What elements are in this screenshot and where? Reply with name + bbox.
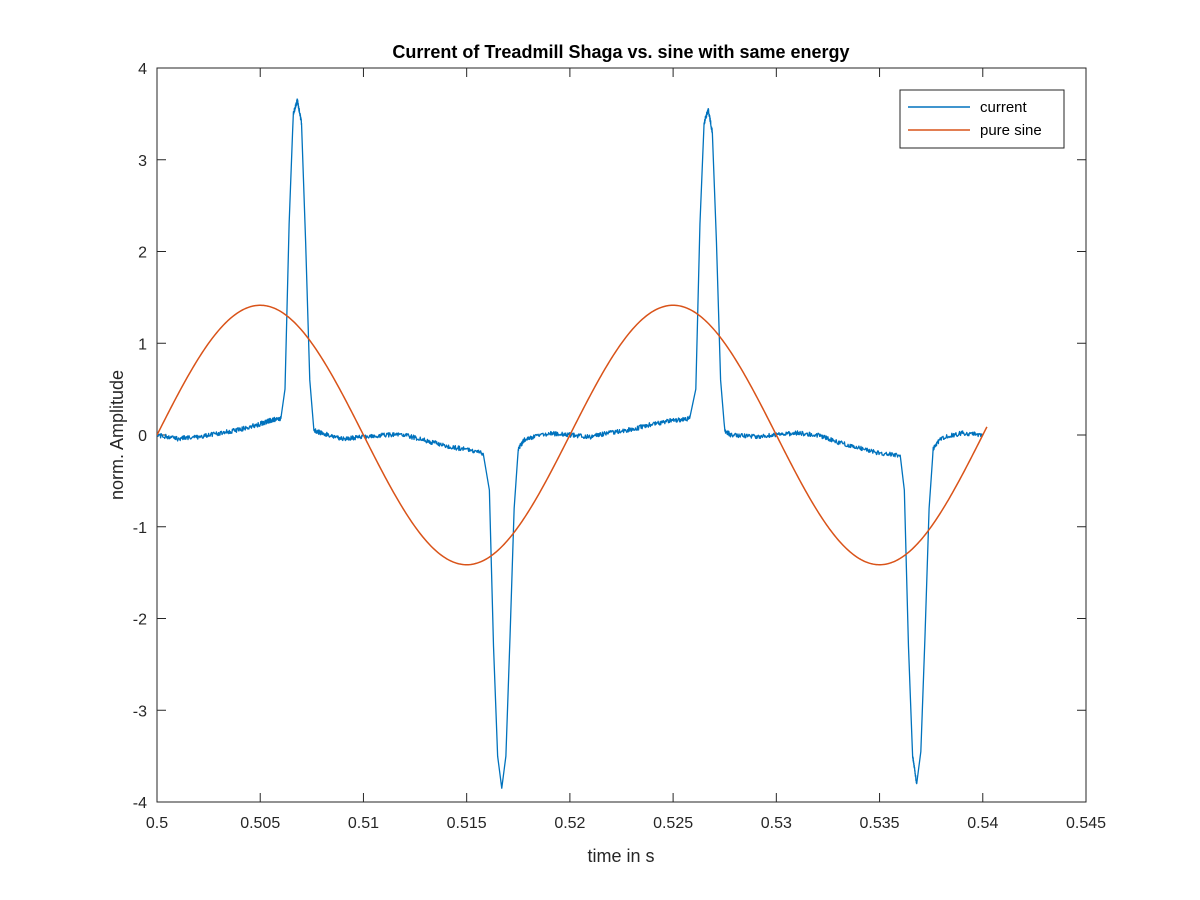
y-tick-label: 0: [138, 428, 147, 445]
y-tick-label: -2: [133, 612, 147, 629]
x-tick-label: 0.535: [860, 815, 900, 832]
x-tick-label: 0.545: [1066, 815, 1106, 832]
x-axis-label: time in s: [587, 846, 654, 866]
legend-label-pure-sine: pure sine: [980, 122, 1042, 139]
x-tick-label: 0.54: [967, 815, 998, 832]
y-tick-label: 4: [138, 61, 147, 78]
legend: current pure sine: [899, 89, 1065, 149]
y-tick-label: -4: [133, 795, 147, 812]
x-tick-label: 0.52: [554, 815, 585, 832]
x-tick-label: 0.5: [146, 815, 168, 832]
legend-label-current: current: [980, 99, 1028, 116]
series-line-pure-sine: [157, 304, 988, 566]
y-tick-label: 1: [138, 336, 147, 353]
x-ticks: 0.5 0.505 0.51 0.515 0.52 0.525 0.53 0.535 0.54 0…: [146, 68, 1106, 832]
chart-title: Current of Treadmill Shaga vs. sine with…: [392, 42, 849, 62]
axes-box: [156, 67, 1087, 803]
y-tick-label: 3: [138, 153, 147, 170]
y-ticks: -4 -3 -2 -1 0 1 2 3 4: [133, 61, 1086, 812]
x-tick-label: 0.51: [348, 815, 379, 832]
x-tick-label: 0.515: [447, 815, 487, 832]
y-tick-label: 2: [138, 245, 147, 262]
legend-box: [899, 89, 1065, 149]
y-axis-label: norm. Amplitude: [107, 370, 127, 500]
x-tick-label: 0.505: [240, 815, 280, 832]
x-tick-label: 0.525: [653, 815, 693, 832]
y-tick-label: -1: [133, 520, 147, 537]
y-tick-label: -3: [133, 703, 147, 720]
series-layer: [157, 98, 988, 789]
series-line-current: [157, 98, 984, 789]
x-tick-label: 0.53: [761, 815, 792, 832]
